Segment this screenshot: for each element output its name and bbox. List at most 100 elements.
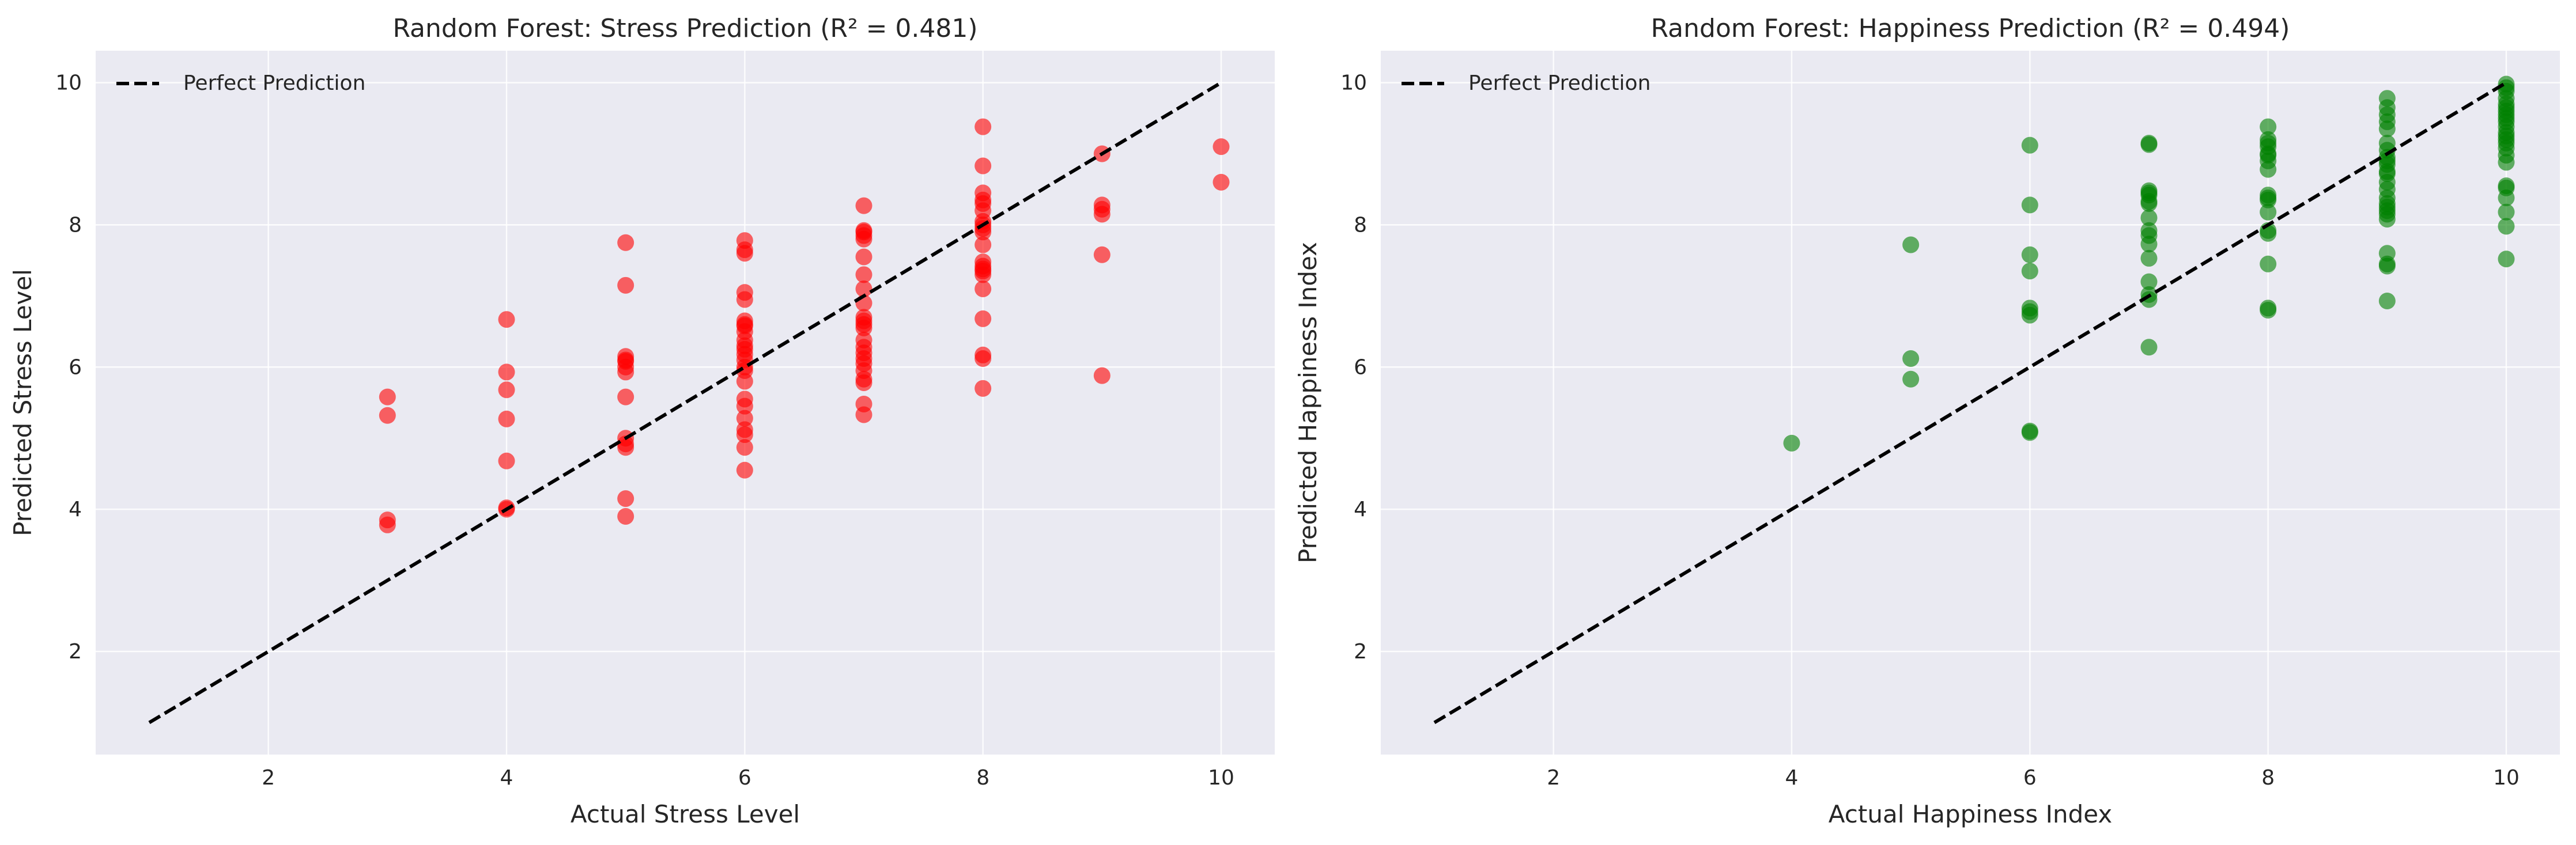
chart-0-x-axis-label: Actual Stress Level [571, 800, 800, 828]
chart-0-data-point [617, 439, 634, 456]
chart-1-legend: Perfect Prediction [1402, 71, 1650, 95]
chart-1-title: Random Forest: Happiness Prediction (R² … [1651, 14, 2290, 43]
chart-1-perfect-prediction-line [1433, 81, 2507, 725]
chart-0-data-point [498, 311, 515, 328]
chart-0-data-point [1213, 138, 1230, 156]
chart-1-x-tick-label: 4 [1785, 766, 1799, 790]
chart-1-data-point [2021, 196, 2038, 214]
chart-1-data-point [2140, 184, 2158, 202]
chart-0-data-point [498, 452, 515, 469]
chart-0-x-tick-label: 4 [500, 766, 513, 790]
chart-0-y-axis-label: Predicted Stress Level [9, 269, 37, 536]
chart-1-data-point [2260, 255, 2277, 272]
chart-0-data-point [617, 234, 634, 251]
chart-1-data-point [2260, 191, 2277, 209]
chart-1-data-point [2140, 339, 2158, 356]
chart-0-data-point [736, 461, 753, 479]
chart-0-data-point [736, 439, 753, 456]
chart-0-y-tick-label: 4 [69, 498, 82, 521]
chart-1-data-point [2498, 203, 2515, 221]
chart-0-data-point [975, 191, 992, 209]
chart-0-x-tick-label: 10 [1208, 766, 1234, 790]
chart-1-y-tick-label: 10 [1340, 71, 1367, 95]
chart-0-x-tick-label: 2 [262, 766, 275, 790]
chart-0-data-point [736, 316, 753, 333]
chart-1-data-point [2260, 203, 2277, 221]
chart-0-data-point [498, 410, 515, 427]
chart-0-data-point [617, 363, 634, 381]
chart-1-data-point [2378, 142, 2396, 159]
chart-0-data-point [736, 373, 753, 390]
chart-0-x-tick-label: 8 [976, 766, 989, 790]
chart-0-y-tick-label: 6 [69, 355, 82, 379]
chart-1-data-point [2140, 136, 2158, 153]
chart-0-data-point [975, 380, 992, 397]
chart-0-data-point [736, 291, 753, 308]
chart-0-data-point [1093, 367, 1111, 384]
chart-1-x-tick-label: 8 [2261, 766, 2275, 790]
chart-0-data-point [855, 316, 872, 333]
chart-1-y-tick-label: 2 [1354, 640, 1367, 664]
chart-0-y-tick-label: 2 [69, 640, 82, 664]
chart-1-x-tick-label: 6 [2023, 766, 2037, 790]
chart-1-y-axis-label: Predicted Happiness Index [1294, 242, 1322, 563]
chart-0-data-point [736, 245, 753, 262]
chart-0-data-point [736, 397, 753, 415]
chart-1-y-tick-label: 8 [1354, 213, 1367, 237]
chart-1-data-point [2498, 218, 2515, 235]
chart-0-data-point [855, 197, 872, 214]
chart-1-data-point [2140, 249, 2158, 267]
chart-0-data-point [617, 490, 634, 507]
chart-0-data-point [975, 350, 992, 367]
chart-0-y-tick-label: 10 [55, 71, 82, 95]
chart-1-data-point [2498, 154, 2515, 171]
chart-0-data-point [617, 507, 634, 525]
chart-1-y-tick-label: 6 [1354, 355, 1367, 379]
chart-0-data-point [975, 310, 992, 327]
chart-0-data-point [379, 516, 396, 533]
chart-1-data-point [2140, 273, 2158, 290]
chart-1-data-point [2378, 257, 2396, 275]
chart-1-legend-label: Perfect Prediction [1468, 71, 1650, 95]
chart-1-data-point [2260, 118, 2277, 135]
chart-1-data-point [2378, 173, 2396, 191]
chart-1-data-point [2260, 138, 2277, 156]
chart-1-data-point [2498, 190, 2515, 207]
chart-0-data-point [975, 281, 992, 298]
chart-0-data-point [1093, 206, 1111, 223]
chart-1-data-point [1783, 434, 1800, 452]
chart-1-x-tick-label: 2 [1547, 766, 1560, 790]
chart-1-data-point [2498, 251, 2515, 268]
chart-0-perfect-prediction-line [148, 81, 1222, 725]
chart-0-data-point [855, 406, 872, 423]
chart-0-data-point [855, 248, 872, 266]
chart-0-data-point [975, 157, 992, 175]
chart-1-x-tick-label: 10 [2493, 766, 2520, 790]
chart-0-data-point [617, 388, 634, 406]
chart-0-legend: Perfect Prediction [116, 71, 365, 95]
chart-0-data-point [617, 276, 634, 294]
chart-1-data-point [2378, 292, 2396, 309]
chart-0-data-point [1093, 246, 1111, 263]
chart-0-data-point [736, 337, 753, 354]
chart-0-data-point [855, 223, 872, 241]
chart-1-data-point [2260, 152, 2277, 169]
chart-0-data-point [379, 407, 396, 424]
chart-1-data-point [2021, 246, 2038, 263]
chart-0-x-tick-label: 6 [738, 766, 751, 790]
chart-1-data-point [2021, 137, 2038, 154]
chart-1-data-point [2498, 109, 2515, 127]
chart-1-data-point [2140, 291, 2158, 308]
chart-1-data-point [1902, 236, 1920, 253]
chart-1-data-point [1902, 370, 1920, 388]
chart-0-legend-label: Perfect Prediction [183, 71, 365, 95]
chart-0-data-point [975, 260, 992, 278]
chart-1-data-point [2498, 96, 2515, 113]
chart-0-data-point [617, 351, 634, 369]
chart-1-data-point [1902, 350, 1920, 367]
chart-1-data-point [2140, 209, 2158, 226]
chart-0-data-point [855, 266, 872, 283]
chart-0-data-point [498, 363, 515, 381]
